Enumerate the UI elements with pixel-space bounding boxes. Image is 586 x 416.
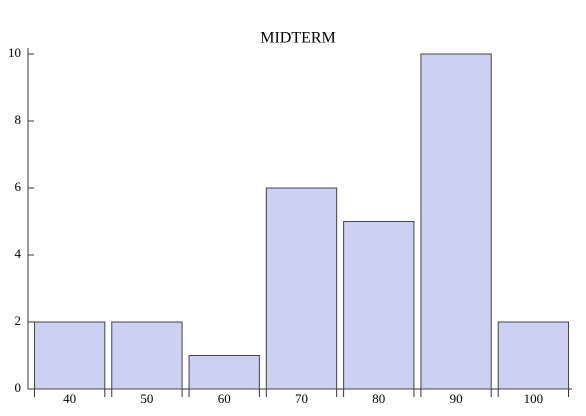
bar [111, 321, 183, 390]
bar [188, 355, 260, 390]
y-tick-label: 0 [15, 380, 22, 395]
y-tick-label: 4 [15, 246, 22, 261]
bar [420, 53, 492, 390]
x-tick-label: 100 [524, 391, 544, 406]
bar [497, 321, 570, 390]
x-tick-label: 40 [63, 391, 76, 406]
x-tick-label: 50 [140, 391, 153, 406]
y-tick-label: 6 [15, 179, 22, 194]
y-tick-label: 10 [8, 45, 21, 60]
bar [265, 187, 338, 390]
y-tick-label: 2 [15, 313, 22, 328]
x-tick-label: 60 [218, 391, 231, 406]
bar [33, 321, 106, 390]
x-tick-label: 90 [450, 391, 463, 406]
x-tick-label: 80 [372, 391, 385, 406]
bar [343, 221, 415, 390]
x-tick-label: 70 [295, 391, 308, 406]
chart-title: MIDTERM [260, 30, 336, 47]
y-tick-label: 8 [15, 112, 22, 127]
